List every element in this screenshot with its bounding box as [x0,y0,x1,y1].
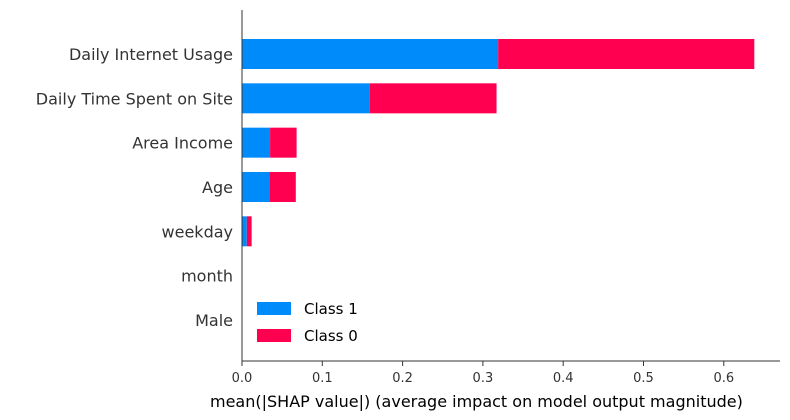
bar-2-1 [369,83,497,114]
category-label: Daily Internet Usage [69,45,233,64]
legend-swatch [257,302,291,315]
category-label: Area Income [132,134,233,153]
bar-2-3 [269,171,296,202]
x-tick-label: 0.3 [473,371,494,386]
legend-swatch [257,329,291,342]
bar-1-4 [242,216,247,247]
x-axis-ticks: 0.0 0.1 0.2 0.3 0.4 0.5 0.6 [232,361,734,386]
bar-1-3 [242,171,270,202]
category-label: Male [195,311,233,330]
bar-1-1 [242,83,370,114]
category-label: Age [202,178,233,197]
x-tick-label: 0.5 [633,371,654,386]
category-label: month [181,267,233,286]
bar-1-2 [242,127,271,158]
category-label: weekday [162,222,233,241]
bars-layer [242,39,755,247]
x-tick-label: 0.6 [713,371,734,386]
legend-label: Class 0 [304,327,358,345]
x-tick-label: 0.0 [232,371,253,386]
x-axis-title: mean(|SHAP value|) (average impact on mo… [210,392,743,411]
category-labels: Daily Internet Usage Daily Time Spent on … [36,45,233,330]
bar-1-0 [242,39,499,69]
x-tick-label: 0.1 [312,371,333,386]
x-tick-label: 0.4 [553,371,574,386]
legend: Class 1 Class 0 [257,300,358,345]
category-label: Daily Time Spent on Site [36,89,233,108]
x-tick-label: 0.2 [392,371,413,386]
bar-2-0 [498,39,755,69]
bar-2-4 [246,216,252,247]
bar-2-2 [270,127,297,158]
legend-label: Class 1 [304,300,358,318]
